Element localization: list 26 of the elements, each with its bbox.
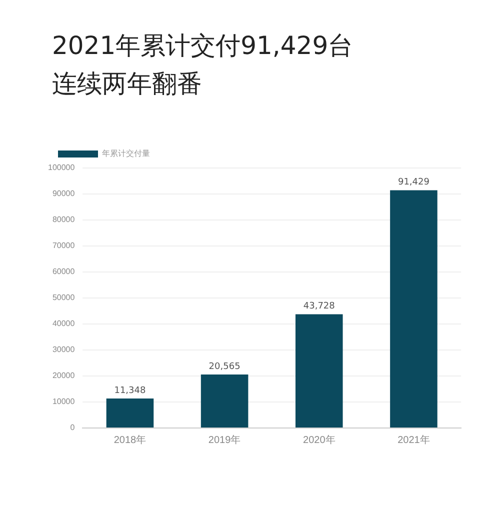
data-label: 11,348 (114, 386, 146, 396)
legend-label: 年累计交付量 (102, 149, 150, 158)
bar (200, 374, 248, 428)
bar (106, 398, 154, 428)
y-tick-label: 60000 (52, 267, 76, 276)
x-tick-label: 2019年 (208, 434, 241, 446)
data-label: 91,429 (398, 178, 430, 188)
y-tick-label: 80000 (52, 215, 76, 224)
chart-title: 2021年累计交付91,429台 (52, 30, 354, 62)
data-label: 20,565 (208, 362, 240, 372)
bar (390, 190, 438, 428)
y-tick-label: 40000 (52, 319, 76, 328)
x-tick-label: 2021年 (398, 434, 430, 446)
y-tick-label: 30000 (52, 345, 76, 354)
y-tick-label: 50000 (52, 293, 76, 302)
bar (295, 314, 343, 428)
y-tick-label: 90000 (52, 189, 76, 198)
x-tick-label: 2020年 (303, 434, 336, 446)
x-tick-label: 2018年 (114, 434, 146, 446)
y-tick-label: 20000 (52, 371, 76, 380)
y-tick-label: 70000 (52, 241, 76, 250)
data-label: 43,728 (303, 302, 336, 312)
y-tick-label: 10000 (52, 397, 76, 406)
y-tick-label: 100000 (48, 163, 76, 172)
y-tick-label: 0 (70, 423, 76, 432)
chart-subtitle: 连续两年翻番 (52, 68, 202, 100)
